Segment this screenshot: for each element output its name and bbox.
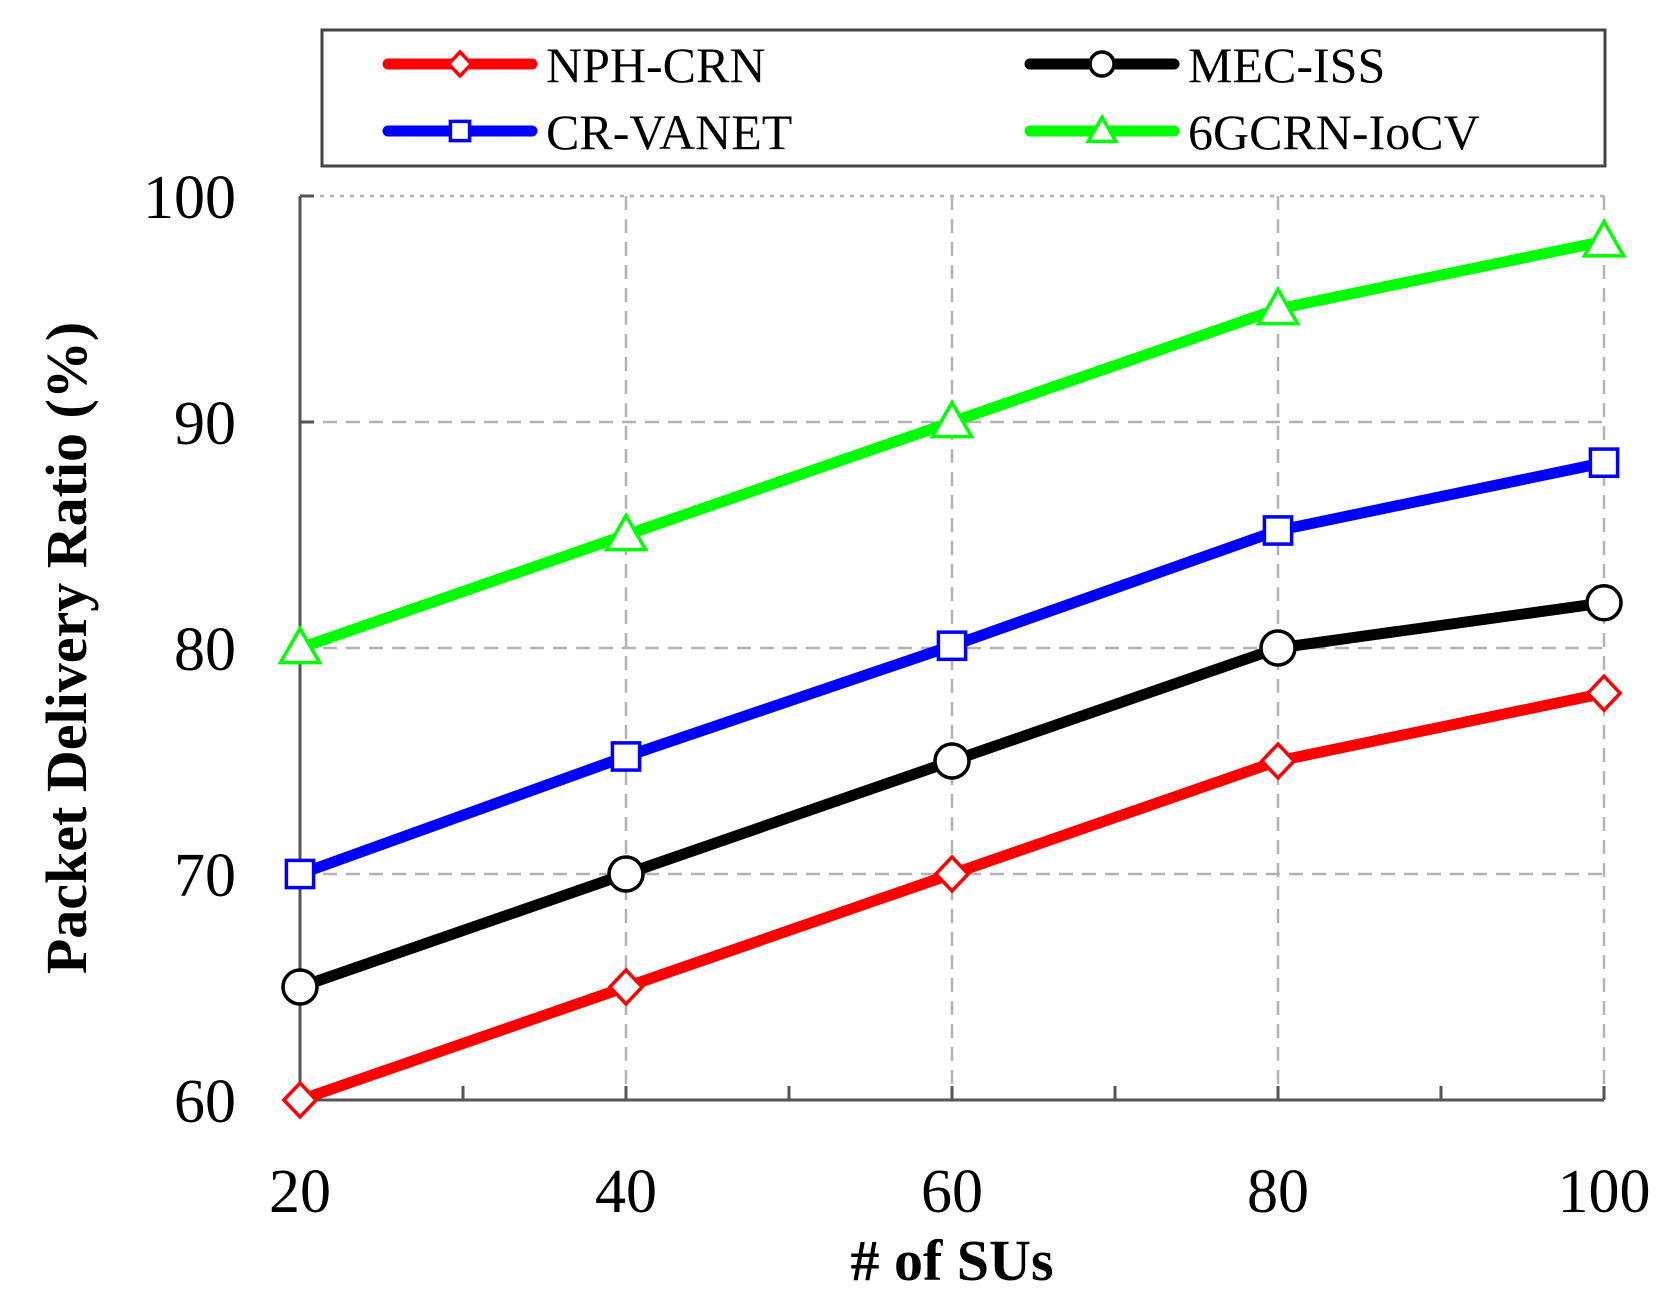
- data-point-square: [284, 858, 316, 890]
- series-cr-vanet: [284, 447, 1620, 890]
- data-point-triangle: [1255, 285, 1301, 326]
- y-tick-label: 70: [174, 842, 236, 910]
- x-tick-label: 100: [1558, 1158, 1651, 1226]
- y-axis-title: Packet Delivery Ratio (%): [34, 322, 99, 974]
- legend-item-mec-iss: MEC-ISS: [1024, 37, 1385, 93]
- data-point-circle: [607, 855, 645, 893]
- data-point-square: [936, 630, 968, 662]
- series-layer: [277, 218, 1627, 1120]
- y-tick-labels: 60 70 80 90 100: [143, 164, 236, 1136]
- x-tick-label: 20: [269, 1158, 331, 1226]
- legend-item-nph-crn: NPH-CRN: [382, 37, 765, 93]
- data-point-triangle: [277, 624, 323, 665]
- data-point-diamond: [607, 967, 645, 1007]
- x-tick-label: 60: [921, 1158, 983, 1226]
- legend-item-cr-vanet: CR-VANET: [382, 104, 792, 160]
- data-point-square: [610, 741, 642, 772]
- data-point-circle: [1585, 584, 1623, 622]
- plot-area: [277, 194, 1627, 1120]
- legend-item-6gcrn-iocv: 6GCRN-IoCV: [1024, 104, 1480, 160]
- x-tick-label: 40: [595, 1158, 657, 1226]
- data-point-diamond: [933, 854, 971, 894]
- y-tick-label: 100: [143, 164, 236, 232]
- data-point-diamond: [1585, 673, 1623, 713]
- data-point-circle: [281, 968, 319, 1006]
- data-point-diamond: [1259, 741, 1297, 781]
- legend-label: MEC-ISS: [1188, 37, 1385, 93]
- x-tick-label: 80: [1247, 1158, 1309, 1226]
- x-axis-title: # of SUs: [850, 1228, 1053, 1293]
- legend-box: [320, 28, 1607, 168]
- data-point-circle: [1259, 629, 1297, 667]
- series-nph-crn: [281, 673, 1623, 1120]
- data-point-circle: [933, 742, 971, 780]
- y-tick-label: 80: [174, 616, 236, 684]
- y-tick-label: 90: [174, 390, 236, 458]
- legend-marker-square: [448, 119, 472, 143]
- series-mec-iss: [281, 584, 1623, 1006]
- data-point-triangle: [929, 398, 975, 439]
- data-point-square: [1588, 447, 1620, 479]
- data-point-triangle: [603, 511, 649, 552]
- legend-label: 6GCRN-IoCV: [1188, 104, 1480, 160]
- data-point-triangle: [1581, 218, 1627, 258]
- legend-marker-diamond: [446, 49, 474, 79]
- legend-label: NPH-CRN: [546, 37, 765, 93]
- legend-marker-triangle: [1085, 113, 1119, 144]
- x-tick-labels: 20 40 60 80 100: [269, 1158, 1651, 1226]
- legend-label: CR-VANET: [546, 104, 792, 160]
- legend: NPH-CRN MEC-ISS CR-VANET 6GCRN-IoCV: [320, 28, 1607, 168]
- legend-marker-circle: [1088, 50, 1116, 78]
- data-point-square: [1262, 515, 1294, 546]
- data-point-diamond: [281, 1080, 319, 1120]
- series-6gcrn-iocv: [277, 218, 1627, 665]
- y-tick-label: 60: [174, 1068, 236, 1136]
